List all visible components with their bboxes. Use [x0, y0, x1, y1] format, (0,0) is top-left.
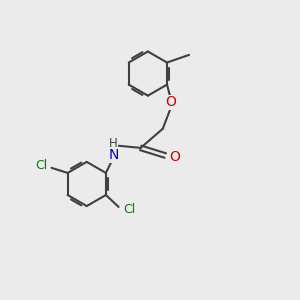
Text: O: O: [169, 150, 180, 164]
Text: Cl: Cl: [35, 159, 47, 172]
Text: Cl: Cl: [123, 202, 135, 215]
Text: H: H: [109, 137, 118, 150]
Text: O: O: [165, 95, 176, 110]
Text: N: N: [108, 148, 119, 162]
